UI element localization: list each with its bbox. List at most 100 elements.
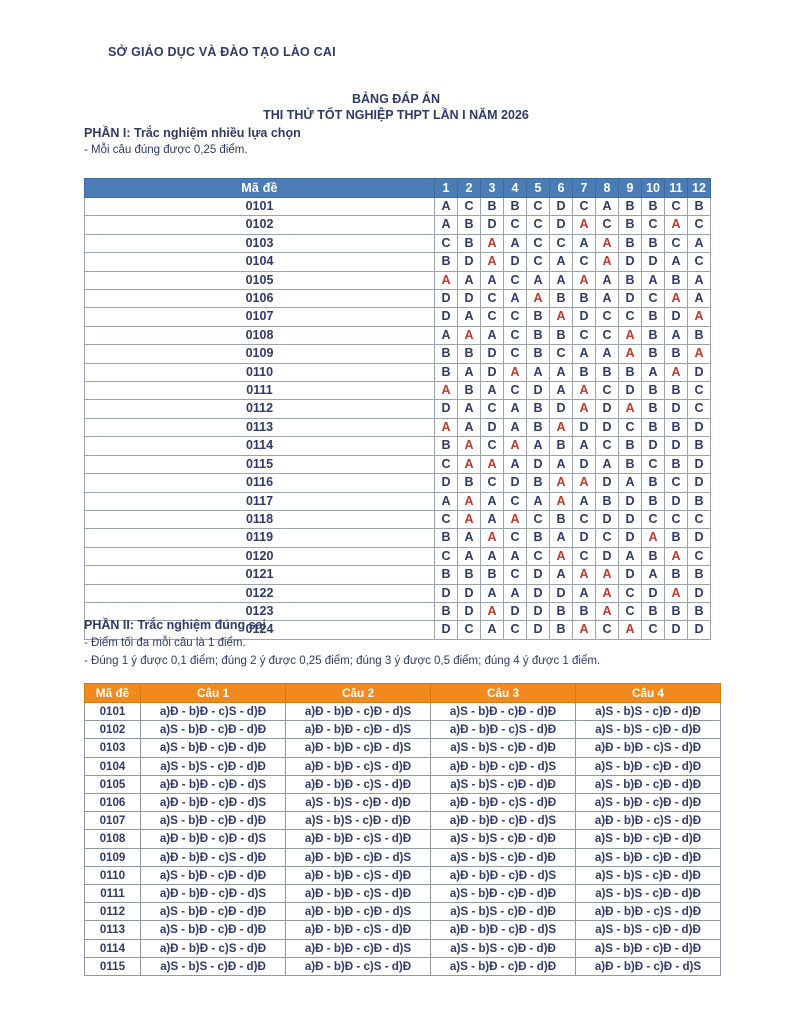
true-false-answer-cell: a)S - b)S - c)Đ - d)Đ — [430, 902, 576, 922]
table-header-row: Mã đề 1 2 3 4 5 6 7 8 9 10 11 12 — [84, 178, 711, 198]
true-false-answer-cell: a)Đ - b)Đ - c)Đ - d)S — [285, 902, 431, 922]
answer-cell: A — [549, 491, 573, 511]
true-false-answer-cell: a)S - b)Đ - c)Đ - d)Đ — [575, 938, 721, 958]
answer-cell: C — [503, 491, 527, 511]
answer-cell: B — [457, 381, 481, 401]
answer-cell: D — [480, 417, 504, 438]
answer-cell: A — [480, 233, 504, 254]
answer-cell: A — [641, 528, 665, 548]
true-false-answer-cell: a)S - b)S - c)Đ - d)Đ — [430, 847, 576, 867]
answer-cell: C — [526, 196, 550, 217]
answer-cell: D — [618, 528, 642, 548]
true-false-answer-cell: a)Đ - b)Đ - c)Đ - d)S — [575, 956, 721, 977]
answer-cell: A — [549, 473, 573, 493]
true-false-answer-cell: a)Đ - b)Đ - c)S - d)Đ — [285, 774, 431, 795]
answer-cell: B — [641, 491, 665, 511]
answer-cell: C — [618, 307, 642, 327]
table-header-row: Mã đề Câu 1 Câu 2 Câu 3 Câu 4 — [84, 683, 721, 703]
answer-cell: A — [595, 289, 619, 309]
answer-cell: C — [503, 565, 527, 585]
column-header-q6: 6 — [549, 178, 573, 198]
answer-cell: D — [687, 473, 711, 493]
answer-cell: A — [572, 491, 596, 511]
answer-cell: A — [457, 270, 481, 291]
true-false-answer-cell: a)S - b)S - c)Đ - d)Đ — [430, 938, 576, 958]
true-false-answer-cell: a)Đ - b)Đ - c)Đ - d)S — [430, 865, 576, 886]
answer-cell: B — [549, 325, 573, 346]
answer-cell: D — [457, 252, 481, 272]
answer-cell: A — [595, 454, 619, 475]
answer-cell: A — [572, 473, 596, 493]
answer-cell: B — [664, 565, 688, 585]
answer-cell: A — [595, 583, 619, 603]
answer-cell: C — [687, 215, 711, 235]
answer-cell: C — [526, 215, 550, 235]
true-false-answer-cell: a)Đ - b)Đ - c)Đ - d)S — [140, 884, 286, 904]
table-row: 0113 A A D A B A D D C B B D — [84, 417, 711, 438]
answer-cell: D — [457, 289, 481, 309]
answer-cell: B — [687, 325, 711, 346]
answer-cell: B — [664, 528, 688, 548]
table-row: 0106 D D C A A B B A D C A A — [84, 289, 711, 309]
answer-cell: C — [641, 509, 665, 530]
table-row: 0120 C A A A C A C D A B A C — [84, 546, 711, 567]
exam-code-cell: 0114 — [84, 436, 435, 456]
answer-cell: A — [687, 270, 711, 291]
answer-cell: B — [526, 344, 550, 364]
answer-cell: A — [457, 417, 481, 438]
true-false-answer-cell: a)Đ - b)Đ - c)Đ - d)S — [285, 847, 431, 867]
answer-cell: B — [618, 362, 642, 383]
true-false-answer-cell: a)Đ - b)Đ - c)S - d)Đ — [285, 956, 431, 977]
exam-code-cell: 0110 — [84, 865, 141, 886]
answer-cell: C — [457, 620, 481, 640]
answer-cell: A — [549, 528, 573, 548]
answer-cell: B — [480, 565, 504, 585]
column-header-cau-2: Câu 2 — [285, 683, 431, 703]
exam-code-cell: 0119 — [84, 528, 435, 548]
table-row: 0106 a)Đ - b)Đ - c)Đ - d)S a)S - b)S - c)Đ… — [84, 793, 721, 813]
answer-cell: A — [595, 565, 619, 585]
exam-code-cell: 0109 — [84, 847, 141, 867]
answer-cell: A — [641, 270, 665, 291]
part1-heading: PHẦN I: Trắc nghiệm nhiều lựa chọn — [84, 126, 301, 140]
answer-cell: D — [618, 289, 642, 309]
answer-cell: A — [618, 546, 642, 567]
true-false-answer-cell: a)Đ - b)Đ - c)S - d)Đ — [285, 756, 431, 776]
answer-cell: D — [618, 381, 642, 401]
answer-cell: D — [549, 196, 573, 217]
answer-cell: A — [457, 528, 481, 548]
table-row: 0101 a)Đ - b)Đ - c)S - d)Đ a)Đ - b)Đ - c)Đ… — [84, 701, 721, 722]
answer-cell: A — [595, 196, 619, 217]
answer-cell: B — [641, 417, 665, 438]
true-false-answer-cell: a)Đ - b)Đ - c)S - d)Đ — [430, 793, 576, 813]
answer-cell: D — [595, 546, 619, 567]
answer-cell: B — [641, 344, 665, 364]
part1-table-container: Mã đề 1 2 3 4 5 6 7 8 9 10 11 12 0101 A C B B C D C A B B C B 010… — [84, 178, 711, 640]
answer-cell: A — [549, 417, 573, 438]
answer-cell: B — [549, 601, 573, 622]
answer-cell: C — [549, 233, 573, 254]
answer-cell: A — [572, 565, 596, 585]
answer-cell: C — [572, 325, 596, 346]
answer-cell: A — [618, 620, 642, 640]
answer-cell: B — [549, 436, 573, 456]
part1-note: - Mỗi câu đúng được 0,25 điểm. — [84, 144, 248, 156]
answer-cell: A — [572, 399, 596, 419]
true-false-answer-cell: a)Đ - b)Đ - c)S - d)Đ — [430, 720, 576, 740]
answer-cell: A — [664, 289, 688, 309]
answer-cell: B — [664, 601, 688, 622]
answer-cell: C — [664, 509, 688, 530]
answer-cell: D — [457, 583, 481, 603]
answer-cell: A — [503, 417, 527, 438]
exam-code-cell: 0105 — [84, 774, 141, 795]
answer-cell: D — [618, 491, 642, 511]
true-false-answer-cell: a)S - b)Đ - c)Đ - d)Đ — [575, 793, 721, 813]
answer-cell: C — [503, 325, 527, 346]
answer-cell: B — [457, 565, 481, 585]
document-title-block: BẢNG ĐÁP ÁN THI THỬ TỐT NGHIỆP THPT LẦN … — [0, 92, 792, 123]
exam-code-cell: 0117 — [84, 491, 435, 511]
table-row: 0107 D A C C B A D C C B D A — [84, 307, 711, 327]
table-row: 0115 C A A A D A D A B C B D — [84, 454, 711, 475]
true-false-answer-cell: a)S - b)Đ - c)Đ - d)Đ — [140, 811, 286, 831]
true-false-answer-cell: a)Đ - b)Đ - c)S - d)Đ — [285, 829, 431, 849]
